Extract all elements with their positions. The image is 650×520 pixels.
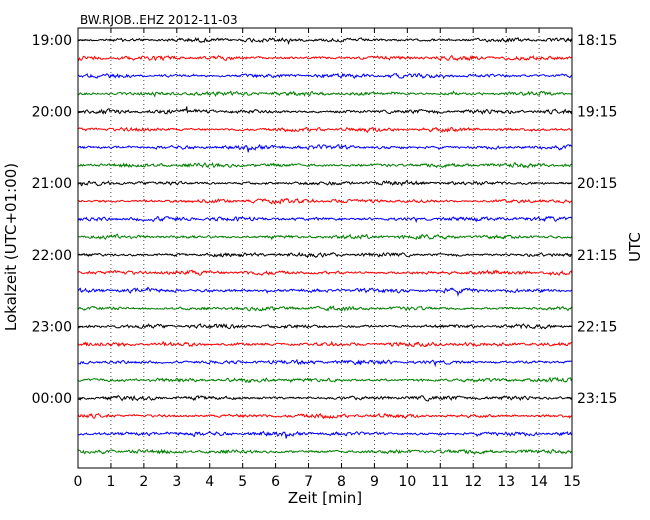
x-tick-label: 5 (238, 474, 247, 490)
left-time-ticks: 19:00 20:00 21:00 22:00 23:00 00:00 (32, 33, 83, 407)
right-axis-label: UTC (626, 232, 644, 262)
x-axis-ticks: 0 1 2 3 4 5 6 7 8 9 10 11 12 13 14 15 (74, 28, 581, 490)
seismic-traces (77, 37, 573, 455)
x-tick-label: 14 (530, 474, 548, 490)
x-tick-label: 13 (497, 474, 515, 490)
trace-line (77, 179, 573, 187)
x-tick-label: 10 (398, 474, 416, 490)
trace-line (77, 126, 573, 134)
trace-line (77, 448, 573, 455)
x-tick-label: 7 (304, 474, 313, 490)
x-tick-label: 12 (464, 474, 482, 490)
x-tick-label: 9 (370, 474, 379, 490)
left-tick-label: 20:00 (32, 105, 72, 121)
right-tick-label: 21:15 (577, 248, 617, 264)
trace-line (77, 395, 573, 402)
x-tick-label: 4 (205, 474, 214, 490)
trace-line (77, 54, 573, 62)
right-tick-label: 20:15 (577, 176, 617, 192)
trace-line (77, 233, 573, 241)
plot-frame (77, 27, 573, 469)
x-axis-label: Zeit [min] (288, 489, 362, 507)
trace-line (77, 90, 573, 98)
trace-line (77, 251, 573, 259)
x-tick-label: 6 (271, 474, 280, 490)
right-time-ticks: 18:15 19:15 20:15 21:15 22:15 23:15 (567, 33, 617, 407)
trace-line (77, 106, 573, 115)
trace-line (77, 161, 573, 169)
chart-title: BW.RJOB..EHZ 2012-11-03 (80, 13, 238, 27)
left-tick-label: 21:00 (32, 176, 72, 192)
trace-line (77, 143, 573, 153)
trace-line (77, 358, 573, 368)
right-tick-label: 19:15 (577, 105, 617, 121)
x-tick-label: 8 (337, 474, 346, 490)
right-tick-label: 18:15 (577, 33, 617, 49)
x-tick-label: 1 (106, 474, 115, 490)
trace-line (77, 430, 573, 439)
trace-line (77, 376, 573, 384)
trace-line (77, 72, 573, 80)
trace-line (77, 286, 573, 297)
grid-lines (110, 28, 540, 468)
trace-line (77, 37, 573, 46)
trace-line (77, 305, 573, 312)
right-tick-label: 23:15 (577, 391, 617, 407)
x-tick-label: 0 (74, 474, 83, 490)
x-tick-label: 3 (172, 474, 181, 490)
trace-line (77, 215, 573, 224)
left-tick-label: 22:00 (32, 248, 72, 264)
trace-line (77, 323, 573, 330)
x-tick-label: 15 (563, 474, 581, 490)
right-tick-label: 22:15 (577, 319, 617, 335)
x-tick-label: 11 (431, 474, 449, 490)
trace-line (77, 197, 573, 205)
left-tick-label: 19:00 (32, 33, 72, 49)
left-tick-label: 00:00 (32, 391, 72, 407)
x-tick-label: 2 (139, 474, 148, 490)
trace-line (77, 412, 573, 420)
left-tick-label: 23:00 (32, 319, 72, 335)
trace-line (77, 340, 573, 348)
trace-line (77, 269, 573, 277)
left-axis-label: Lokalzeit (UTC+01:00) (2, 163, 20, 331)
